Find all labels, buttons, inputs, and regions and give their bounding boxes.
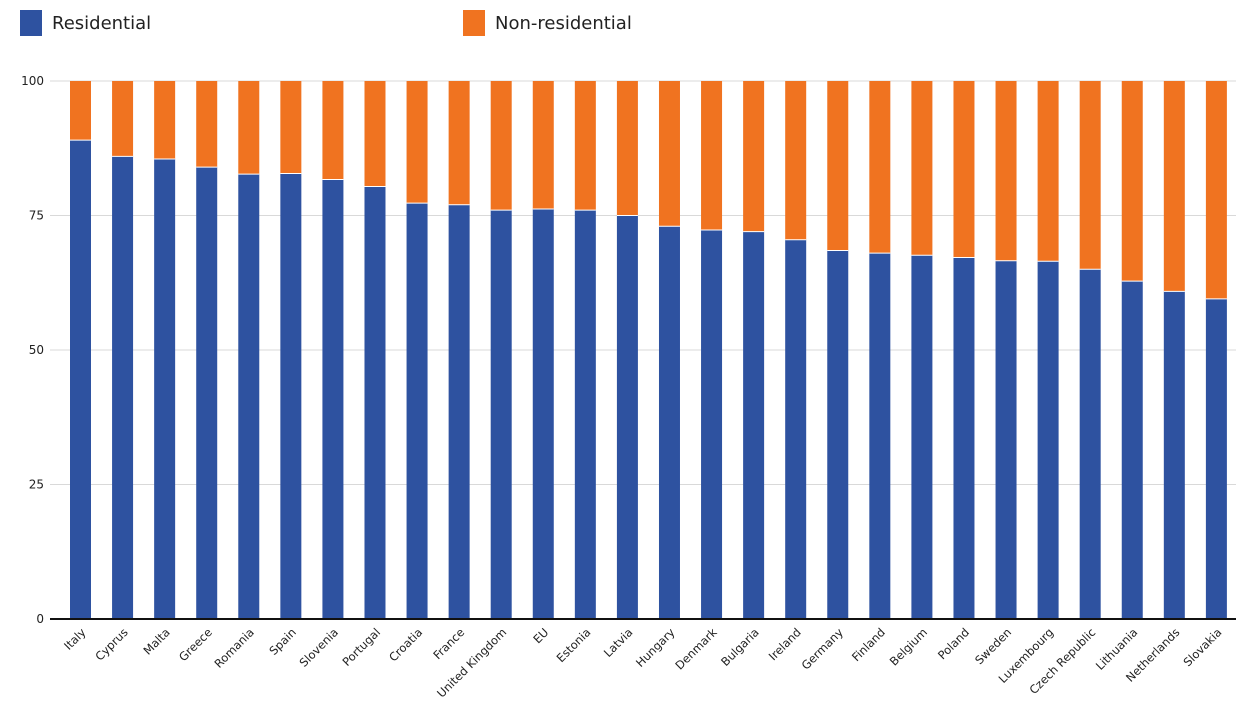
x-tick-label-spain: Spain <box>266 625 299 658</box>
y-tick-label: 50 <box>29 343 44 357</box>
legend-item-non-residential: Non-residential <box>463 10 632 36</box>
bar-residential-eu <box>532 209 554 619</box>
legend-label-non-residential: Non-residential <box>495 12 632 34</box>
bar-residential-czech-republic <box>1079 269 1101 619</box>
bar-non-residential-ireland <box>785 81 807 240</box>
bar-residential-netherlands <box>1163 291 1185 619</box>
bar-residential-france <box>448 204 470 620</box>
bar-non-residential-romania <box>238 81 260 175</box>
x-tick-label-poland: Poland <box>935 625 972 662</box>
bar-non-residential-lithuania <box>1121 81 1143 282</box>
bar-non-residential-estonia <box>574 81 596 211</box>
x-tick-label-denmark: Denmark <box>672 625 720 673</box>
bar-non-residential-hungary <box>658 81 680 227</box>
bar-residential-germany <box>827 250 849 619</box>
bar-non-residential-belgium <box>911 81 933 256</box>
x-tick-label-cyprus: Cyprus <box>92 625 130 663</box>
bar-residential-finland <box>869 253 891 619</box>
bar-non-residential-united-kingdom <box>490 81 512 211</box>
x-tick-label-bulgaria: Bulgaria <box>718 625 762 669</box>
x-tick-label-portugal: Portugal <box>340 625 384 669</box>
bar-residential-estonia <box>574 210 596 619</box>
bar-non-residential-denmark <box>701 81 723 231</box>
legend-swatch-non-residential <box>463 10 485 36</box>
bar-residential-latvia <box>616 215 638 619</box>
bar-non-residential-germany <box>827 81 849 251</box>
bar-residential-slovenia <box>322 179 344 620</box>
bar-non-residential-italy <box>70 81 91 141</box>
bar-non-residential-luxembourg <box>1037 81 1059 262</box>
x-tick-label-estonia: Estonia <box>554 625 594 665</box>
x-tick-label-france: France <box>430 625 467 662</box>
x-tick-label-eu: EU <box>530 625 551 646</box>
bar-non-residential-croatia <box>406 81 428 204</box>
bar-residential-greece <box>196 167 218 619</box>
bar-residential-slovakia <box>1205 298 1227 619</box>
bar-non-residential-spain <box>280 81 302 174</box>
x-tick-label-belgium: Belgium <box>887 625 930 668</box>
bar-non-residential-france <box>448 81 470 205</box>
x-tick-label-slovakia: Slovakia <box>1180 625 1224 669</box>
x-tick-label-slovenia: Slovenia <box>297 625 342 670</box>
y-tick-label: 100 <box>21 74 44 88</box>
bar-residential-lithuania <box>1121 281 1143 619</box>
bar-residential-denmark <box>701 230 723 619</box>
bar-residential-ireland <box>785 239 807 619</box>
x-tick-label-ireland: Ireland <box>766 625 804 663</box>
bar-residential-luxembourg <box>1037 261 1059 619</box>
x-tick-label-italy: Italy <box>61 625 89 653</box>
bar-residential-united-kingdom <box>490 210 512 619</box>
bar-residential-bulgaria <box>743 231 765 619</box>
x-tick-label-finland: Finland <box>849 625 888 664</box>
bar-non-residential-cyprus <box>112 81 134 157</box>
legend-label-residential: Residential <box>52 12 152 34</box>
bar-non-residential-sweden <box>995 81 1017 261</box>
x-tick-label-croatia: Croatia <box>386 625 425 664</box>
y-tick-label: 25 <box>29 478 44 492</box>
bar-residential-spain <box>280 173 302 619</box>
bar-residential-croatia <box>406 203 428 619</box>
legend-item-residential: Residential <box>20 10 151 36</box>
bar-non-residential-poland <box>953 81 975 258</box>
bar-non-residential-netherlands <box>1163 81 1185 292</box>
bar-non-residential-malta <box>154 81 176 160</box>
bar-residential-cyprus <box>112 156 134 619</box>
x-tick-label-latvia: Latvia <box>601 625 636 660</box>
x-tick-label-malta: Malta <box>140 625 172 657</box>
y-tick-label: 75 <box>29 209 44 223</box>
x-tick-label-hungary: Hungary <box>633 625 678 670</box>
x-tick-label-sweden: Sweden <box>972 625 1014 667</box>
bar-non-residential-greece <box>196 81 218 168</box>
bar-non-residential-portugal <box>364 81 386 187</box>
bar-non-residential-slovenia <box>322 81 344 180</box>
bar-non-residential-eu <box>532 81 554 210</box>
bar-non-residential-latvia <box>616 81 638 216</box>
bar-non-residential-slovakia <box>1205 81 1227 299</box>
bar-residential-romania <box>238 174 260 619</box>
bar-residential-italy <box>70 140 91 619</box>
legend-swatch-residential <box>20 10 42 36</box>
bar-residential-poland <box>953 257 975 619</box>
bar-residential-portugal <box>364 186 386 619</box>
x-tick-label-romania: Romania <box>211 625 256 670</box>
bar-non-residential-czech-republic <box>1079 81 1101 270</box>
x-tick-label-germany: Germany <box>799 625 846 672</box>
bar-residential-malta <box>154 159 176 619</box>
legend: Residential Non-residential <box>20 10 1220 40</box>
bar-residential-hungary <box>658 226 680 619</box>
bar-non-residential-finland <box>869 81 891 254</box>
y-tick-label: 0 <box>36 612 44 626</box>
bar-residential-sweden <box>995 260 1017 619</box>
bar-residential-belgium <box>911 255 933 619</box>
bar-non-residential-bulgaria <box>743 81 765 232</box>
x-tick-label-greece: Greece <box>176 625 215 664</box>
